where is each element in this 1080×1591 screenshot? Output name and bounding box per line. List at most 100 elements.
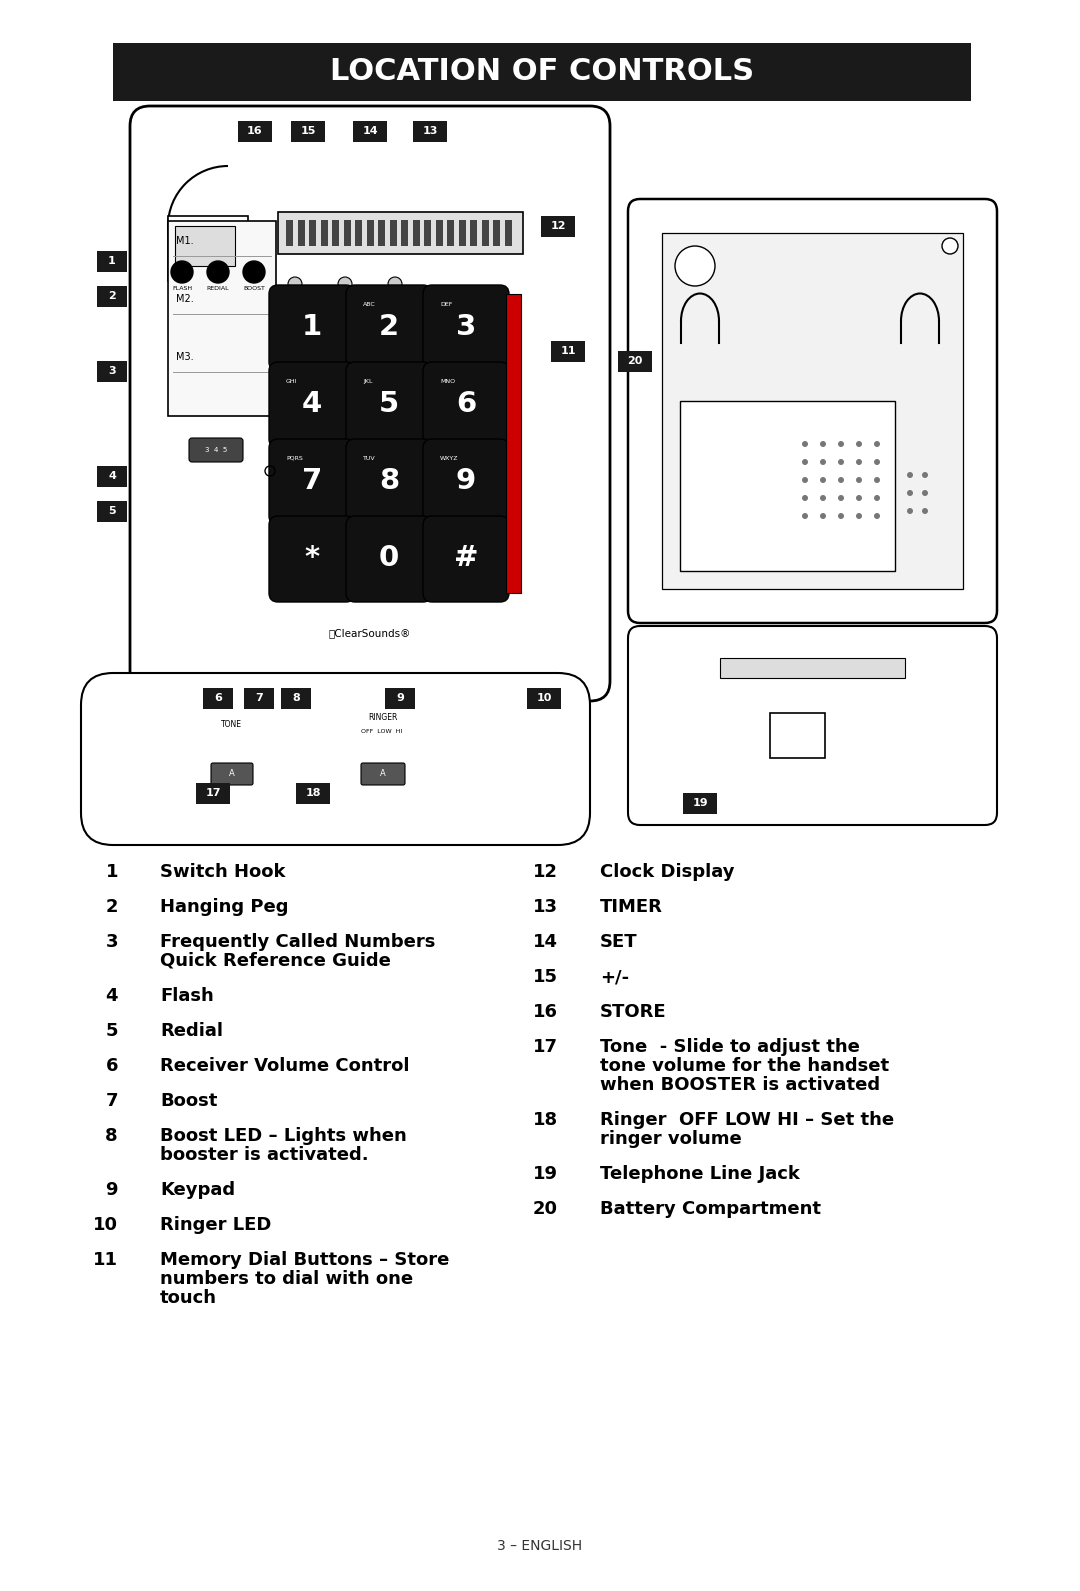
Text: 7: 7 [106, 1091, 118, 1111]
Text: when BOOSTER is activated: when BOOSTER is activated [600, 1076, 880, 1095]
Text: 3 – ENGLISH: 3 – ENGLISH [498, 1538, 582, 1553]
Text: 15: 15 [300, 126, 315, 135]
FancyBboxPatch shape [627, 625, 997, 826]
Bar [343, 220, 351, 247]
Text: 4: 4 [108, 471, 116, 480]
Bar [175, 226, 235, 266]
Bar [527, 687, 561, 708]
FancyBboxPatch shape [269, 363, 355, 449]
Text: Boost: Boost [160, 1091, 217, 1111]
Circle shape [802, 441, 808, 447]
Bar [401, 220, 408, 247]
Text: JKL: JKL [363, 379, 373, 383]
Bar [482, 220, 488, 247]
Bar [447, 220, 454, 247]
Circle shape [243, 261, 265, 283]
Circle shape [922, 473, 928, 477]
Bar [618, 350, 652, 372]
Circle shape [820, 477, 826, 484]
FancyBboxPatch shape [627, 199, 997, 624]
Text: TONE: TONE [220, 721, 242, 729]
Text: 8: 8 [106, 1126, 118, 1146]
Text: Quick Reference Guide: Quick Reference Guide [160, 951, 391, 971]
Bar [720, 659, 905, 678]
Bar [238, 121, 272, 142]
Text: 0: 0 [379, 544, 400, 571]
Bar [113, 43, 971, 100]
Text: 2: 2 [108, 291, 116, 301]
Text: 20: 20 [534, 1200, 558, 1219]
Bar [309, 220, 316, 247]
Text: 18: 18 [532, 1111, 558, 1130]
Text: 1: 1 [108, 256, 116, 266]
Text: BOOST: BOOST [243, 286, 265, 291]
Circle shape [820, 441, 826, 447]
Bar [281, 687, 311, 708]
Circle shape [276, 302, 303, 329]
Circle shape [432, 302, 458, 329]
Text: Frequently Called Numbers: Frequently Called Numbers [160, 932, 435, 951]
Text: M1.: M1. [176, 235, 193, 247]
Text: 14: 14 [534, 932, 558, 951]
FancyBboxPatch shape [346, 439, 432, 525]
Bar [97, 466, 127, 487]
Text: 17: 17 [534, 1037, 558, 1056]
Text: *: * [305, 544, 320, 571]
Text: numbers to dial with one: numbers to dial with one [160, 1270, 414, 1289]
Circle shape [907, 508, 913, 514]
Text: 18: 18 [306, 788, 321, 799]
Circle shape [820, 512, 826, 519]
Text: 11: 11 [93, 1251, 118, 1270]
Bar [507, 294, 521, 593]
Bar [770, 713, 825, 757]
Bar [168, 221, 276, 415]
Text: LOCATION OF CONTROLS: LOCATION OF CONTROLS [329, 57, 754, 86]
FancyBboxPatch shape [269, 285, 355, 371]
Text: 4: 4 [302, 390, 322, 418]
Bar [680, 401, 895, 571]
FancyBboxPatch shape [423, 363, 509, 449]
Bar [413, 121, 447, 142]
Bar [321, 220, 327, 247]
Text: touch: touch [160, 1289, 217, 1306]
FancyBboxPatch shape [81, 673, 590, 845]
Text: 4: 4 [106, 986, 118, 1006]
Text: 3  4  5: 3 4 5 [205, 447, 227, 453]
FancyBboxPatch shape [423, 515, 509, 601]
Text: 8: 8 [292, 694, 300, 703]
Text: 3: 3 [108, 366, 116, 375]
Circle shape [802, 512, 808, 519]
Circle shape [856, 495, 862, 501]
Text: 19: 19 [692, 799, 707, 808]
Text: 8: 8 [379, 466, 400, 495]
Text: 16: 16 [534, 1002, 558, 1021]
Bar [683, 792, 717, 813]
Text: OFF  LOW  HI: OFF LOW HI [361, 729, 402, 733]
Circle shape [338, 277, 352, 291]
Text: 9: 9 [456, 466, 476, 495]
Text: Ringer  OFF LOW HI – Set the: Ringer OFF LOW HI – Set the [600, 1111, 894, 1130]
Bar [470, 220, 477, 247]
Bar [504, 220, 512, 247]
Bar [551, 340, 585, 361]
Text: 1: 1 [302, 313, 322, 340]
Text: Receiver Volume Control: Receiver Volume Control [160, 1056, 409, 1076]
Text: tone volume for the handset: tone volume for the handset [600, 1056, 889, 1076]
Bar [291, 121, 325, 142]
Circle shape [330, 302, 356, 329]
Text: Telephone Line Jack: Telephone Line Jack [600, 1165, 800, 1184]
Text: STORE: STORE [600, 1002, 666, 1021]
Text: DEF: DEF [440, 302, 453, 307]
FancyBboxPatch shape [361, 764, 405, 784]
Text: Tone  - Slide to adjust the: Tone - Slide to adjust the [600, 1037, 860, 1056]
Bar [353, 121, 387, 142]
Text: 12: 12 [534, 862, 558, 881]
FancyBboxPatch shape [269, 439, 355, 525]
Text: +/-: +/- [600, 967, 630, 986]
Text: WXYZ: WXYZ [440, 457, 459, 461]
Text: booster is activated.: booster is activated. [160, 1146, 368, 1165]
Text: TUV: TUV [363, 457, 376, 461]
Text: GHI: GHI [286, 379, 297, 383]
Text: 6: 6 [214, 694, 221, 703]
Text: Boost LED – Lights when: Boost LED – Lights when [160, 1126, 407, 1146]
